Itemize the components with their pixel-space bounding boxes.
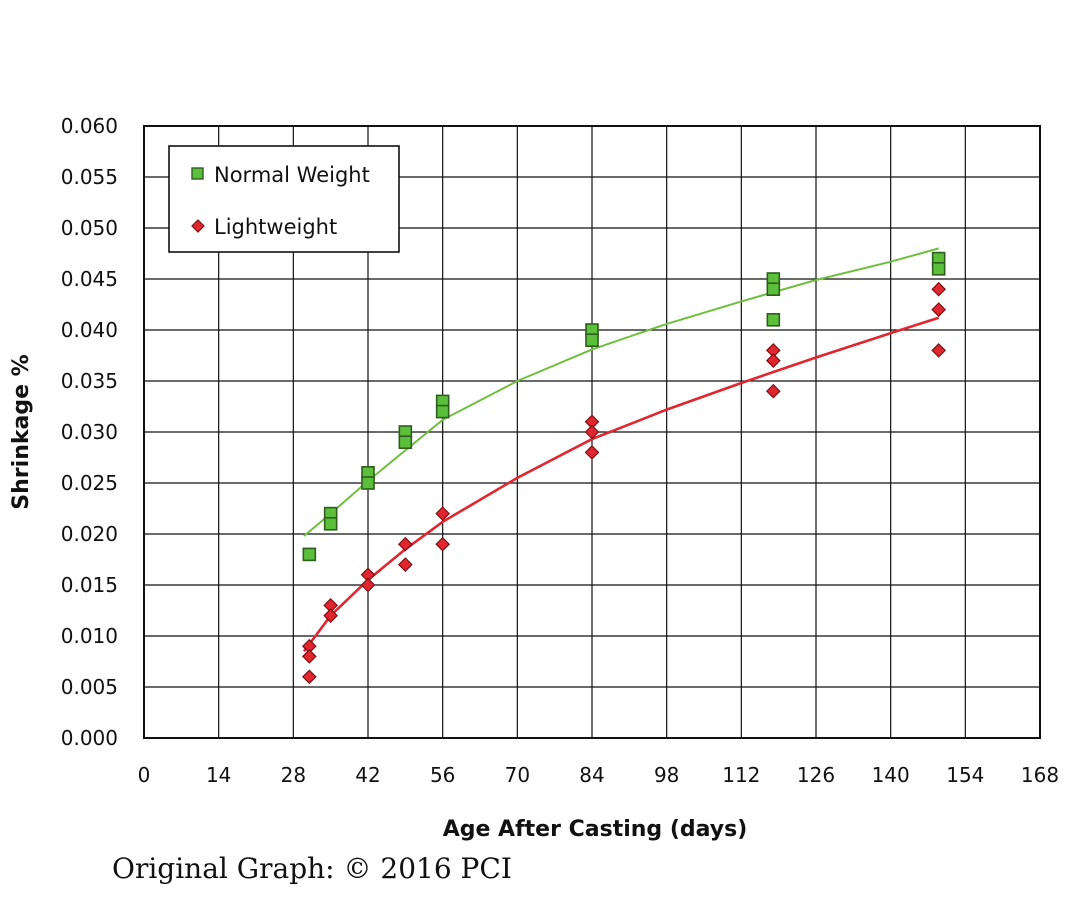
y-tick-label-4: 0.020 — [61, 522, 118, 546]
marker-normal-weight-13 — [766, 312, 781, 327]
marker-normal-weight-8 — [435, 404, 450, 419]
x-tick-labels: 0 14 28 42 56 70 84 98 112 126 140 154 168 — [138, 763, 1059, 787]
y-tick-label-1: 0.005 — [61, 675, 118, 699]
marker-lightweight-15 — [765, 353, 781, 368]
x-tick-label-126: 126 — [797, 763, 835, 787]
marker-lightweight-16 — [765, 383, 781, 399]
legend: Normal Weight Lightweight — [168, 145, 400, 253]
y-tick-label-7: 0.035 — [61, 369, 118, 393]
y-tick-label-5: 0.025 — [61, 471, 118, 495]
legend-label-lightweight: Lightweight — [214, 215, 337, 239]
x-tick-label-168: 168 — [1021, 763, 1059, 787]
marker-normal-weight-0 — [302, 547, 317, 562]
marker-lightweight-17 — [931, 281, 947, 297]
x-tick-label-112: 112 — [722, 763, 760, 787]
marker-lightweight-2 — [301, 669, 317, 685]
marker-lightweight-7 — [397, 536, 413, 552]
x-tick-label-14: 14 — [206, 763, 231, 787]
x-axis-title: Age After Casting (days) — [443, 817, 748, 842]
marker-lightweight-13 — [584, 445, 600, 460]
marker-normal-weight-2 — [323, 516, 338, 531]
x-tick-label-56: 56 — [430, 763, 455, 787]
legend-box — [168, 145, 400, 253]
legend-marker-lightweight — [191, 219, 205, 233]
plot-frame — [143, 125, 1041, 739]
y-tick-label-2: 0.010 — [61, 624, 118, 648]
marker-lightweight-1 — [301, 649, 317, 664]
data-markers — [301, 251, 947, 685]
x-tick-label-70: 70 — [505, 763, 530, 787]
trend-line-normal-weight — [303, 247, 939, 537]
marker-lightweight-12 — [584, 424, 600, 440]
marker-normal-weight-12 — [766, 282, 781, 297]
y-tick-label-8: 0.040 — [61, 318, 118, 342]
credit-caption: Original Graph: © 2016 PCI — [112, 852, 512, 885]
marker-normal-weight-10 — [585, 333, 599, 348]
marker-lightweight-19 — [931, 343, 947, 358]
marker-normal-weight-15 — [931, 261, 946, 276]
marker-normal-weight-6 — [398, 435, 413, 450]
y-axis-title: Shrinkage % — [9, 354, 34, 509]
x-tick-label-28: 28 — [281, 763, 306, 787]
y-tick-labels: 0.000 0.005 0.010 0.015 0.020 0.025 0.030 0.035… — [61, 114, 118, 750]
y-tick-label-9: 0.045 — [61, 267, 118, 291]
marker-lightweight-4 — [323, 608, 339, 623]
x-tick-label-42: 42 — [355, 763, 380, 787]
legend-marker-normal-weight — [191, 167, 204, 180]
y-tick-label-12: 0.060 — [61, 114, 118, 138]
marker-lightweight-10 — [435, 536, 451, 552]
x-tick-label-84: 84 — [579, 763, 604, 787]
marker-lightweight-8 — [397, 557, 413, 572]
y-tick-label-0: 0.000 — [61, 726, 118, 750]
y-tick-label-11: 0.055 — [61, 165, 118, 189]
y-tick-label-6: 0.030 — [61, 420, 118, 444]
marker-normal-weight-4 — [361, 476, 375, 490]
legend-label-normal-weight: Normal Weight — [214, 163, 370, 187]
trend-lines — [302, 247, 940, 653]
x-tick-label-98: 98 — [654, 763, 679, 787]
marker-lightweight-18 — [931, 302, 947, 317]
trend-line-lightweight — [302, 316, 940, 653]
marker-lightweight-9 — [435, 506, 451, 521]
y-tick-label-3: 0.015 — [61, 573, 118, 597]
x-tick-label-140: 140 — [872, 763, 910, 787]
y-tick-label-10: 0.050 — [61, 216, 118, 240]
marker-lightweight-6 — [360, 577, 376, 593]
x-tick-label-0: 0 — [138, 763, 151, 787]
x-tick-label-154: 154 — [946, 763, 984, 787]
